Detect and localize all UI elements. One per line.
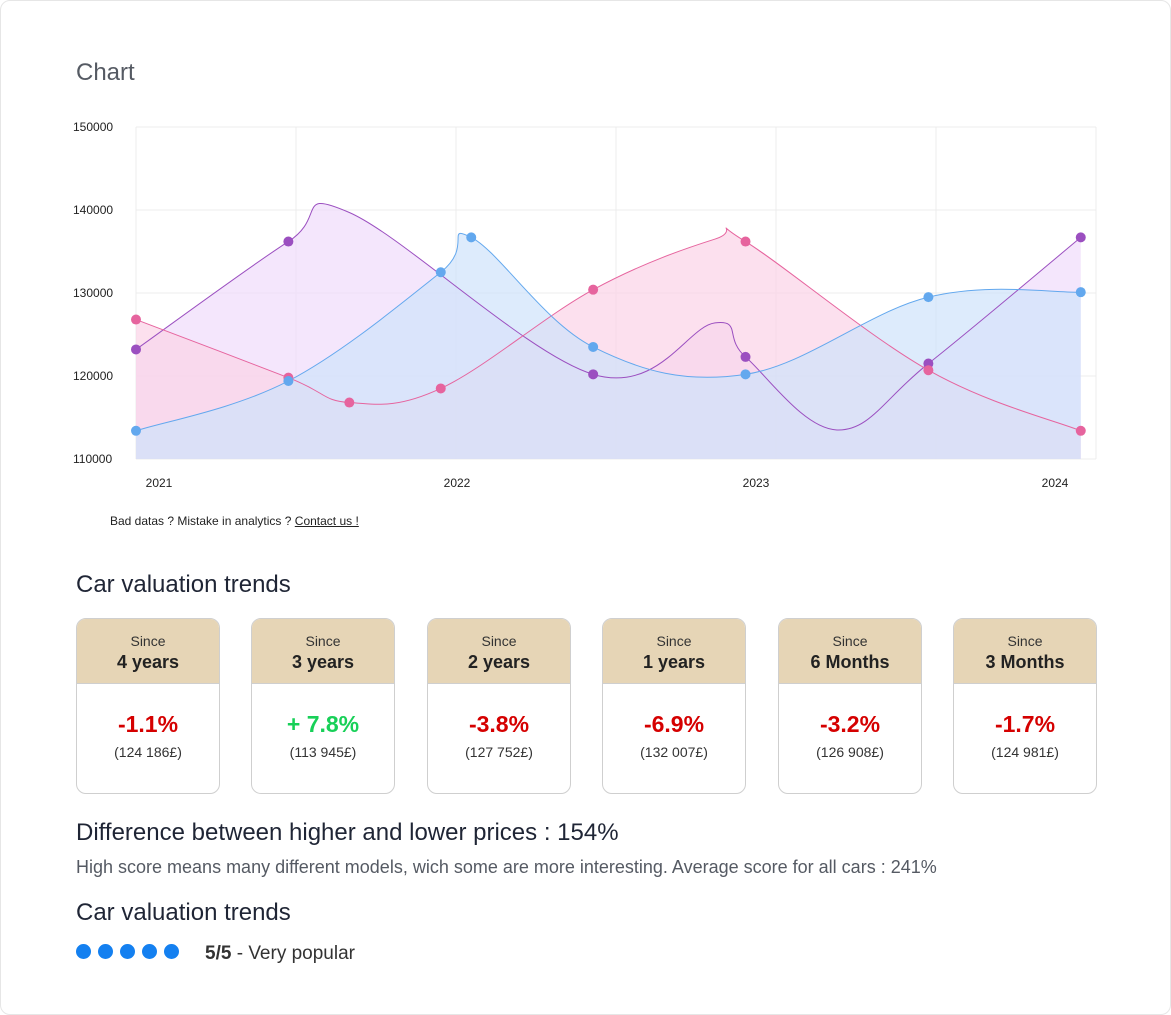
data-point [283,236,294,247]
contact-us-link[interactable]: Contact us ! [294,514,359,528]
data-point [740,351,751,362]
rating-dots [76,944,186,964]
trend-card: Since 2 years -3.8% (127 752£) [427,618,571,794]
card-period: 1 years [642,652,706,672]
series-line [135,227,1081,432]
data-point [588,341,599,352]
trend-card-body: -1.7% (124 981£) [954,684,1096,760]
data-point [283,375,294,386]
card-period: 6 Months [810,652,890,672]
popularity-title: Car valuation trends [76,899,291,926]
trend-card: Since 3 Months -1.7% (124 981£) [953,618,1097,794]
trends-title: Car valuation trends [76,571,291,598]
x-tick-label: 2022 [444,476,471,490]
rating-score: 5/5 [205,943,232,964]
rating-dot [98,944,113,959]
data-point [740,369,751,380]
card-change: -1.1% [117,711,179,737]
card-period: 4 years [116,652,180,672]
rating-dot [120,944,135,959]
data-point [466,232,477,243]
data-point [344,397,355,408]
difference-description: High score means many different models, … [76,857,937,877]
trend-card-body: -6.9% (132 007£) [603,684,745,760]
data-point [131,314,141,325]
card-price: (126 908£) [816,744,884,760]
trend-card-body: -3.2% (126 908£) [779,684,921,760]
trend-card-header: Since 3 Months [954,619,1096,684]
card-change: -3.8% [468,711,530,737]
data-point [740,236,751,247]
data-point [1075,425,1086,436]
y-tick-label: 110000 [73,452,112,466]
card-since: Since [130,633,166,649]
card-since: Since [481,633,517,649]
trend-card-header: Since 3 years [252,619,394,684]
card-period: 3 years [291,652,355,672]
y-tick-label: 150000 [73,120,113,134]
rating-dot [76,944,91,959]
card-price: (124 186£) [114,744,182,760]
chart-title: Chart [76,59,135,86]
card-price: (124 981£) [991,744,1059,760]
card-change: -6.9% [643,711,705,737]
card-period: 3 Months [985,652,1065,672]
data-point [923,365,934,376]
card-since: Since [832,633,868,649]
data-point [923,292,934,303]
data-point [588,369,599,380]
card-price: (127 752£) [465,744,533,760]
data-point [131,425,141,436]
y-tick-label: 140000 [73,203,113,217]
rating-label: Very popular [248,943,355,964]
card-change: + 7.8% [286,711,360,737]
x-tick-label: 2024 [1042,476,1069,490]
trend-card-header: Since 4 years [77,619,219,684]
card-change: -1.7% [994,711,1056,737]
card-price: (132 007£) [640,744,708,760]
y-tick-label: 130000 [73,286,113,300]
rating-text: 5/5 - Very popular [205,943,355,965]
series-area [136,233,1081,459]
series-line [135,232,1081,432]
card-since: Since [305,633,341,649]
x-tick-label: 2023 [743,476,770,490]
card-since: Since [656,633,692,649]
data-point [1075,287,1086,298]
card-period: 2 years [467,652,531,672]
trend-card: Since 4 years -1.1% (124 186£) [76,618,220,794]
rating-separator: - [231,943,249,964]
y-tick-label: 120000 [73,369,113,383]
trend-card-body: -1.1% (124 186£) [77,684,219,760]
chart-footnote: Bad datas ? Mistake in analytics ? Conta… [110,514,359,528]
card-since: Since [1007,633,1043,649]
card-change: -3.2% [819,711,881,737]
trend-card: Since 3 years + 7.8% (113 945£) [251,618,395,794]
data-point [131,344,141,355]
trend-card: Since 6 Months -3.2% (126 908£) [778,618,922,794]
trend-card-header: Since 1 years [603,619,745,684]
difference-title: Difference between higher and lower pric… [76,819,619,846]
card-price: (113 945£) [289,744,357,760]
footnote-text: Bad datas ? Mistake in analytics ? [110,514,292,528]
x-tick-label: 2021 [146,476,173,490]
data-point [588,284,599,295]
trend-card-header: Since 6 Months [779,619,921,684]
trend-card: Since 1 years -6.9% (132 007£) [602,618,746,794]
trend-cards: Since 4 years -1.1% (124 186£) Since 3 years +… [76,618,1098,794]
valuation-chart: 150000 140000 130000 120000 110000 2021 2022 20… [73,120,1097,490]
data-point [1075,232,1086,243]
data-point [435,267,446,278]
popularity-rating: 5/5 - Very popular [76,941,355,967]
series-line [135,203,1082,431]
data-point [435,383,446,394]
rating-dot [142,944,157,959]
trend-card-body: + 7.8% (113 945£) [252,684,394,760]
trend-card-header: Since 2 years [428,619,570,684]
trend-card-body: -3.8% (127 752£) [428,684,570,760]
rating-dot [164,944,179,959]
